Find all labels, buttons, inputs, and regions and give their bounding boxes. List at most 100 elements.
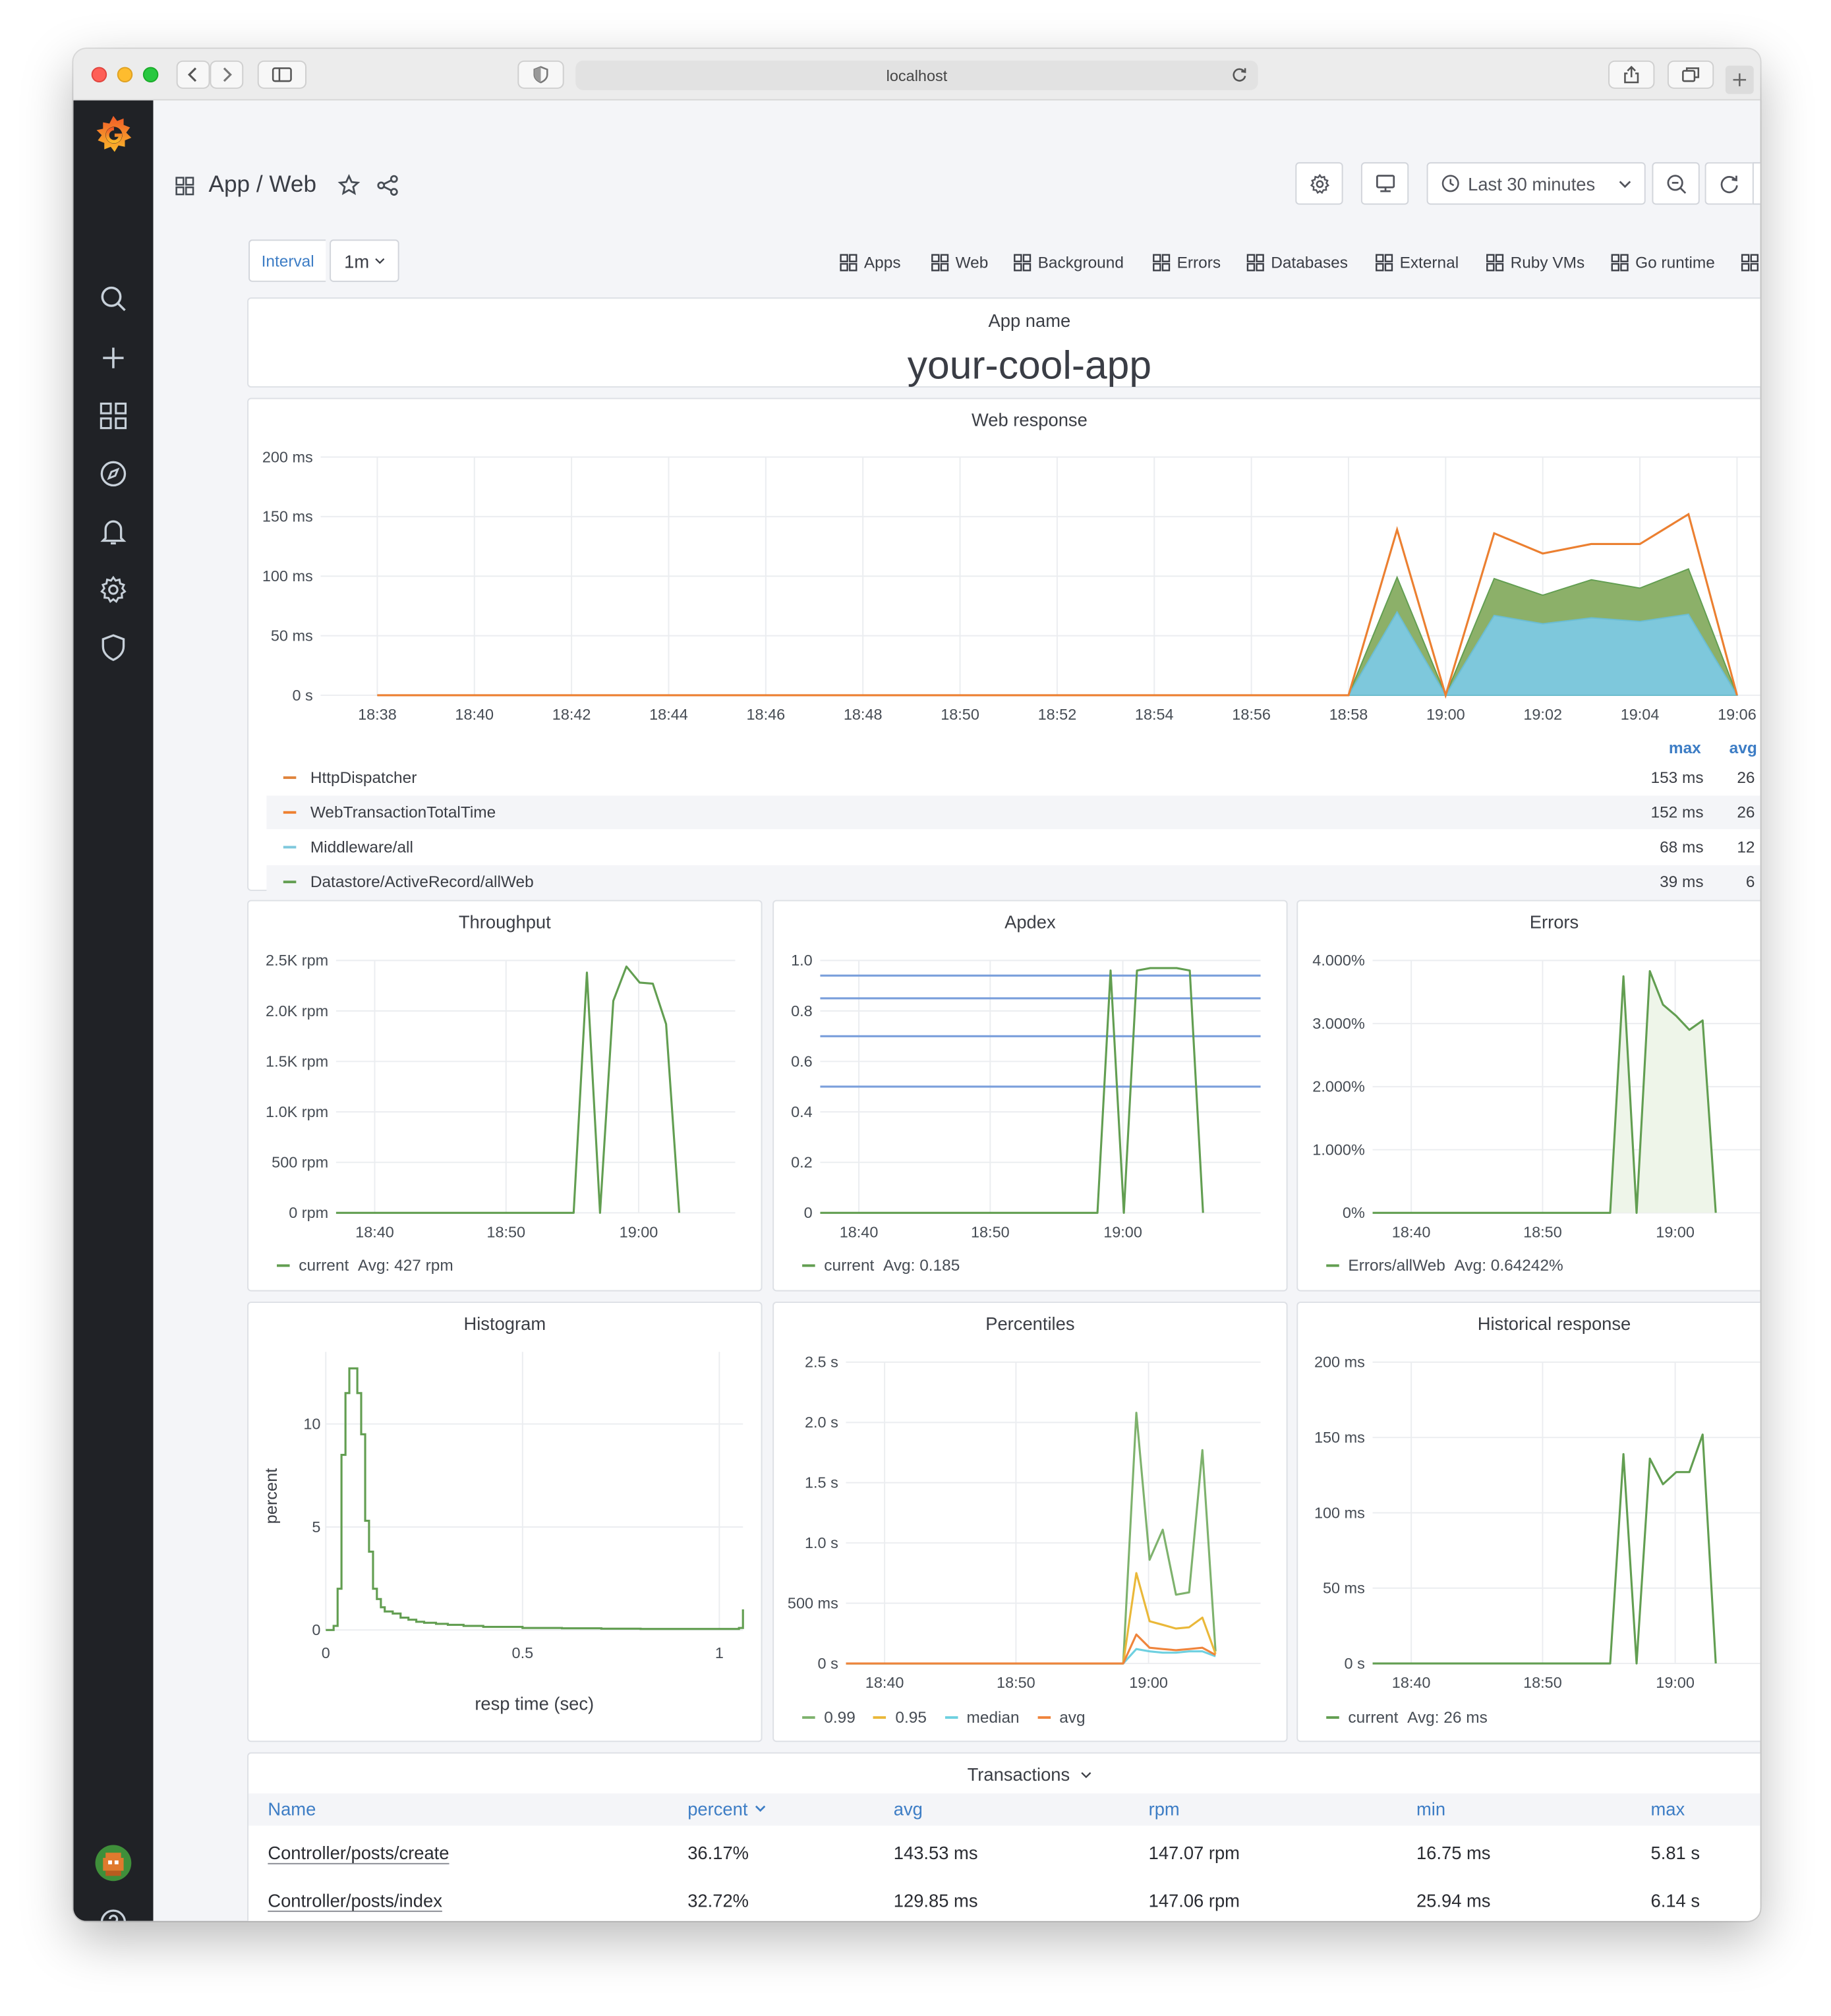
- column-header-min[interactable]: min: [1416, 1799, 1445, 1819]
- errors-legend: Errors/allWeb Avg: 0.64242%: [1326, 1257, 1563, 1275]
- nav-alerting[interactable]: [98, 516, 129, 547]
- grafana-logo[interactable]: [92, 113, 135, 157]
- legend-series-avg: 26 ms: [1737, 768, 1760, 787]
- dash-link-apps[interactable]: Apps: [840, 250, 901, 275]
- y-tick-label: 100 ms: [262, 567, 313, 585]
- user-avatar[interactable]: [95, 1845, 132, 1882]
- percentiles-legend-item[interactable]: 0.99: [824, 1708, 856, 1727]
- new-tab-button[interactable]: [1725, 65, 1754, 94]
- x-tick-label: 18:40: [865, 1674, 904, 1691]
- dash-link-label: Ruby VMs: [1510, 253, 1585, 272]
- x-tick-label: 18:44: [649, 706, 688, 723]
- legend-row[interactable]: Datastore/ActiveRecord/allWeb 39 ms 6 ms: [266, 865, 1760, 899]
- x-tick-label: 19:00: [1103, 1223, 1142, 1240]
- dash-link-web[interactable]: Web: [931, 250, 988, 275]
- dash-link-label: Web: [955, 253, 989, 272]
- dash-link-external[interactable]: External: [1375, 250, 1459, 275]
- column-header-percent[interactable]: percent: [687, 1799, 766, 1819]
- series-line-0.99: [846, 1412, 1217, 1665]
- legend-swatch: [283, 776, 297, 779]
- view-mode-button[interactable]: [1360, 162, 1409, 205]
- column-header-label: avg: [893, 1799, 923, 1820]
- x-tick-label: 19:00: [1426, 706, 1465, 723]
- close-window-button[interactable]: [91, 67, 107, 83]
- nav-help[interactable]: [98, 1907, 129, 1921]
- sidebar-toggle-button[interactable]: [257, 60, 306, 89]
- x-tick-label: 18:50: [971, 1223, 1010, 1240]
- refresh-interval-picker[interactable]: 5s: [1752, 162, 1760, 205]
- address-bar[interactable]: localhost: [575, 60, 1258, 90]
- minimize-window-button[interactable]: [117, 67, 133, 83]
- series-line-current: [335, 965, 681, 1214]
- transaction-name-link[interactable]: Controller/posts/create: [268, 1842, 450, 1863]
- series-line-Errors/allWeb: [1372, 970, 1717, 1214]
- percentiles-legend-item[interactable]: 0.95: [895, 1708, 927, 1727]
- apdex-legend-name[interactable]: current: [824, 1256, 875, 1275]
- x-tick-label: 0.5: [512, 1644, 534, 1661]
- dash-link-ruby-vms[interactable]: Ruby VMs: [1486, 250, 1584, 275]
- grid: [1372, 960, 1760, 1214]
- dashboard-breadcrumb[interactable]: App / Web: [208, 171, 317, 197]
- nav-search[interactable]: [98, 283, 129, 314]
- shield-icon: [102, 634, 125, 662]
- y-tick-label: 500 rpm: [272, 1154, 328, 1171]
- percentiles-legend-item[interactable]: avg: [1059, 1708, 1086, 1727]
- dash-link-errors[interactable]: Errors: [1152, 250, 1221, 275]
- legend-swatch: [1037, 1716, 1051, 1719]
- time-range-picker[interactable]: Last 30 minutes: [1426, 162, 1646, 205]
- legend-series-avg: 6 ms: [1745, 873, 1760, 891]
- legend-row[interactable]: HttpDispatcher 153 ms 26 ms: [266, 761, 1760, 795]
- legend-row[interactable]: WebTransactionTotalTime 152 ms 26 ms: [266, 795, 1760, 830]
- nav-dashboards[interactable]: [98, 401, 129, 432]
- dashboard-grid-icon: [1611, 254, 1629, 272]
- historical-legend-name[interactable]: current: [1348, 1708, 1399, 1727]
- dash-link-background[interactable]: Background: [1013, 250, 1124, 275]
- star-icon[interactable]: [337, 173, 361, 197]
- throughput-legend-name[interactable]: current: [299, 1256, 349, 1275]
- transaction-name-link[interactable]: Controller/posts/index: [268, 1889, 442, 1911]
- nav-create[interactable]: [98, 343, 129, 374]
- column-header-Name[interactable]: Name: [268, 1799, 316, 1819]
- percentiles-legend-item[interactable]: median: [966, 1708, 1020, 1727]
- nav-configuration[interactable]: [98, 574, 129, 605]
- legend-row[interactable]: Middleware/all 68 ms 12 ms: [266, 830, 1760, 864]
- dashboard-grid-icon: [1486, 254, 1504, 272]
- y-tick-label: 0 rpm: [289, 1204, 328, 1221]
- back-button[interactable]: [176, 60, 210, 89]
- legend-header-avg[interactable]: avg: [1729, 739, 1760, 757]
- tabs-overview-button[interactable]: [1667, 60, 1714, 89]
- interval-variable-select[interactable]: 1m: [330, 239, 399, 282]
- transactions-title[interactable]: Transactions: [248, 1764, 1760, 1785]
- forward-button[interactable]: [210, 60, 244, 89]
- legend-swatch: [802, 1716, 815, 1719]
- column-header-rpm[interactable]: rpm: [1149, 1799, 1180, 1819]
- share-button[interactable]: [1608, 60, 1655, 89]
- zoom-out-button[interactable]: [1652, 162, 1700, 205]
- dashboard-grid-icon: [1014, 254, 1032, 272]
- search-icon: [101, 286, 126, 312]
- dashboard-grid-icon: [175, 177, 194, 196]
- dash-link-sla[interactable]: SLA: [1741, 250, 1760, 275]
- legend-header-max[interactable]: max: [1668, 739, 1701, 757]
- apdex-legend: current Avg: 0.185: [802, 1257, 960, 1275]
- x-tick-label: 18:46: [747, 706, 786, 723]
- browser-titlebar: localhost: [73, 49, 1760, 101]
- plus-icon: [1733, 73, 1747, 86]
- column-header-avg[interactable]: avg: [894, 1799, 923, 1819]
- nav-server-admin[interactable]: [98, 632, 129, 663]
- refresh-button[interactable]: [1704, 162, 1753, 205]
- web-response-chart: 0 s 50 ms 100 ms 150 ms 200 ms 18:38 18:40 18:4…: [262, 448, 1760, 723]
- dashboard-settings-button[interactable]: [1295, 162, 1343, 205]
- privacy-shield-button[interactable]: [517, 60, 564, 89]
- y-tick-label: 0: [804, 1204, 813, 1221]
- nav-explore[interactable]: [98, 458, 129, 489]
- dash-link-databases[interactable]: Databases: [1246, 250, 1348, 275]
- column-header-max[interactable]: max: [1651, 1799, 1685, 1819]
- x-axis-label: resp time (sec): [475, 1693, 594, 1714]
- maximize-window-button[interactable]: [142, 67, 159, 83]
- reload-icon[interactable]: [1231, 67, 1248, 84]
- throughput-legend: current Avg: 427 rpm: [277, 1257, 453, 1275]
- dash-link-go-runtime[interactable]: Go runtime: [1611, 250, 1715, 275]
- errors-legend-name[interactable]: Errors/allWeb: [1348, 1256, 1445, 1275]
- share-nodes-icon[interactable]: [376, 174, 399, 197]
